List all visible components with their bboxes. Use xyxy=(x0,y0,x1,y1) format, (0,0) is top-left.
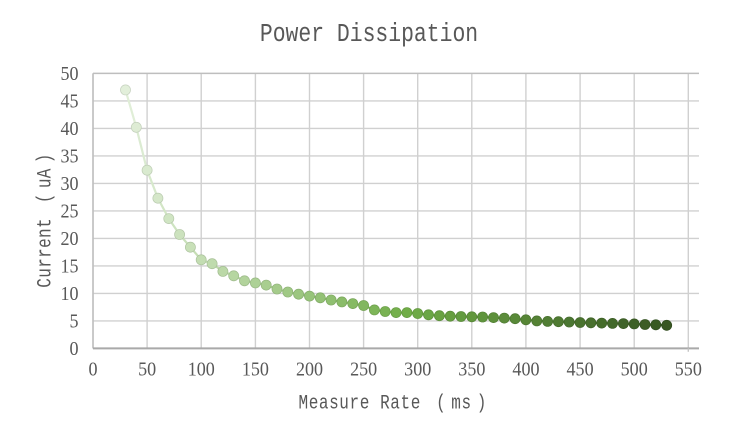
svg-text:30: 30 xyxy=(60,173,78,195)
svg-text:20: 20 xyxy=(60,228,78,250)
svg-text:0: 0 xyxy=(69,338,78,360)
svg-text:0: 0 xyxy=(88,359,97,381)
svg-text:300: 300 xyxy=(404,359,431,381)
svg-text:50: 50 xyxy=(138,359,156,381)
svg-text:100: 100 xyxy=(188,359,215,381)
svg-text:Measure Rate (ms): Measure Rate (ms) xyxy=(298,393,486,415)
svg-text:500: 500 xyxy=(621,359,648,381)
svg-text:45: 45 xyxy=(60,91,78,113)
svg-text:Current (uA): Current (uA) xyxy=(35,153,57,287)
svg-text:400: 400 xyxy=(512,359,539,381)
svg-text:35: 35 xyxy=(60,146,78,168)
svg-text:250: 250 xyxy=(350,359,377,381)
svg-text:350: 350 xyxy=(458,359,485,381)
svg-text:40: 40 xyxy=(60,118,78,140)
svg-text:200: 200 xyxy=(296,359,323,381)
svg-text:150: 150 xyxy=(242,359,269,381)
svg-text:550: 550 xyxy=(675,359,702,381)
svg-text:15: 15 xyxy=(60,256,78,278)
svg-text:5: 5 xyxy=(69,311,78,333)
svg-text:50: 50 xyxy=(60,63,78,85)
svg-text:10: 10 xyxy=(60,283,78,305)
svg-text:Power Dissipation: Power Dissipation xyxy=(260,21,478,50)
svg-text:25: 25 xyxy=(60,201,78,223)
svg-text:450: 450 xyxy=(567,359,594,381)
